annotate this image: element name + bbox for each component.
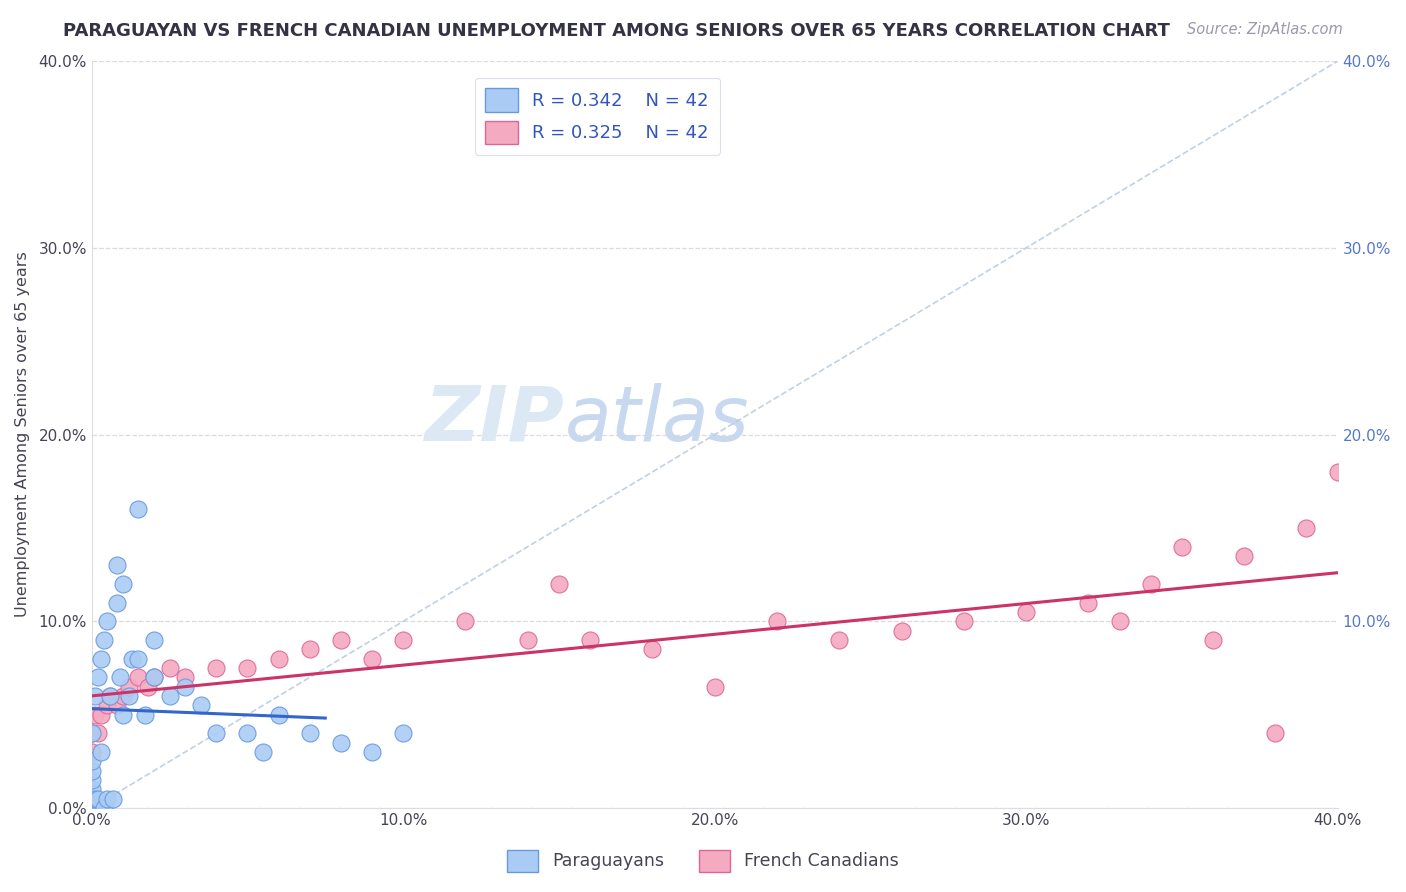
Point (80, 726, 103, 740)
Point (87, 670, 110, 684)
Point (80, 726, 103, 740)
Point (159, 689, 181, 703)
Point (190, 698, 212, 713)
Point (100, 689, 122, 703)
Point (118, 689, 141, 703)
Point (236, 661, 259, 675)
Point (1233, 549, 1256, 563)
Point (90, 745, 112, 759)
Point (516, 633, 538, 648)
Point (127, 502, 149, 516)
Point (111, 577, 134, 591)
Point (127, 670, 149, 684)
Point (136, 680, 159, 694)
Point (329, 736, 352, 750)
Point (121, 651, 143, 665)
Point (111, 689, 134, 703)
Point (641, 642, 664, 657)
Point (1139, 577, 1161, 591)
Point (392, 726, 415, 740)
Point (1171, 540, 1194, 554)
Point (298, 726, 321, 740)
Point (766, 615, 789, 629)
Point (96, 791, 118, 805)
Point (96, 698, 118, 713)
Point (108, 670, 131, 684)
Point (80, 791, 103, 805)
Y-axis label: Unemployment Among Seniors over 65 years: Unemployment Among Seniors over 65 years (15, 252, 30, 617)
Point (1015, 605, 1038, 619)
Point (105, 698, 128, 713)
Point (103, 791, 125, 805)
Point (96, 615, 118, 629)
Legend: R = 0.342    N = 42, R = 0.325    N = 42: R = 0.342 N = 42, R = 0.325 N = 42 (474, 78, 720, 154)
Point (361, 651, 384, 665)
Point (1326, 465, 1348, 479)
Point (93, 633, 115, 648)
Point (329, 633, 352, 648)
Point (80, 773, 103, 788)
Point (1077, 596, 1099, 610)
Point (174, 680, 197, 694)
Point (1295, 521, 1317, 535)
Point (90, 651, 112, 665)
Point (1108, 615, 1130, 629)
Point (87, 726, 110, 740)
Text: PARAGUAYAN VS FRENCH CANADIAN UNEMPLOYMENT AMONG SENIORS OVER 65 YEARS CORRELATI: PARAGUAYAN VS FRENCH CANADIAN UNEMPLOYME… (63, 22, 1170, 40)
Point (118, 680, 141, 694)
Point (159, 661, 181, 675)
Point (252, 745, 274, 759)
Point (83, 707, 105, 722)
Point (1202, 633, 1225, 648)
Point (80, 782, 103, 797)
Text: Source: ZipAtlas.com: Source: ZipAtlas.com (1187, 22, 1343, 37)
Point (298, 642, 321, 657)
Point (703, 680, 725, 694)
Point (548, 577, 571, 591)
Point (83, 689, 105, 703)
Point (100, 689, 122, 703)
Point (93, 801, 115, 815)
Point (454, 615, 477, 629)
Point (90, 707, 112, 722)
Point (236, 726, 259, 740)
Point (579, 633, 602, 648)
Point (205, 661, 228, 675)
Point (143, 670, 166, 684)
Point (1264, 726, 1286, 740)
Text: ZIP: ZIP (426, 383, 565, 457)
Point (361, 745, 384, 759)
Point (890, 624, 912, 638)
Point (80, 764, 103, 778)
Point (87, 791, 110, 805)
Point (80, 745, 103, 759)
Point (143, 633, 166, 648)
Point (134, 707, 156, 722)
Point (174, 670, 197, 684)
Point (83, 791, 105, 805)
Legend: Paraguayans, French Canadians: Paraguayans, French Canadians (501, 843, 905, 879)
Point (267, 707, 290, 722)
Point (267, 651, 290, 665)
Point (80, 755, 103, 769)
Point (111, 707, 134, 722)
Point (205, 726, 228, 740)
Point (828, 633, 851, 648)
Point (105, 596, 128, 610)
Point (953, 615, 976, 629)
Text: atlas: atlas (565, 383, 749, 457)
Point (105, 558, 128, 573)
Point (80, 801, 103, 815)
Point (143, 670, 166, 684)
Point (127, 651, 149, 665)
Point (392, 633, 415, 648)
